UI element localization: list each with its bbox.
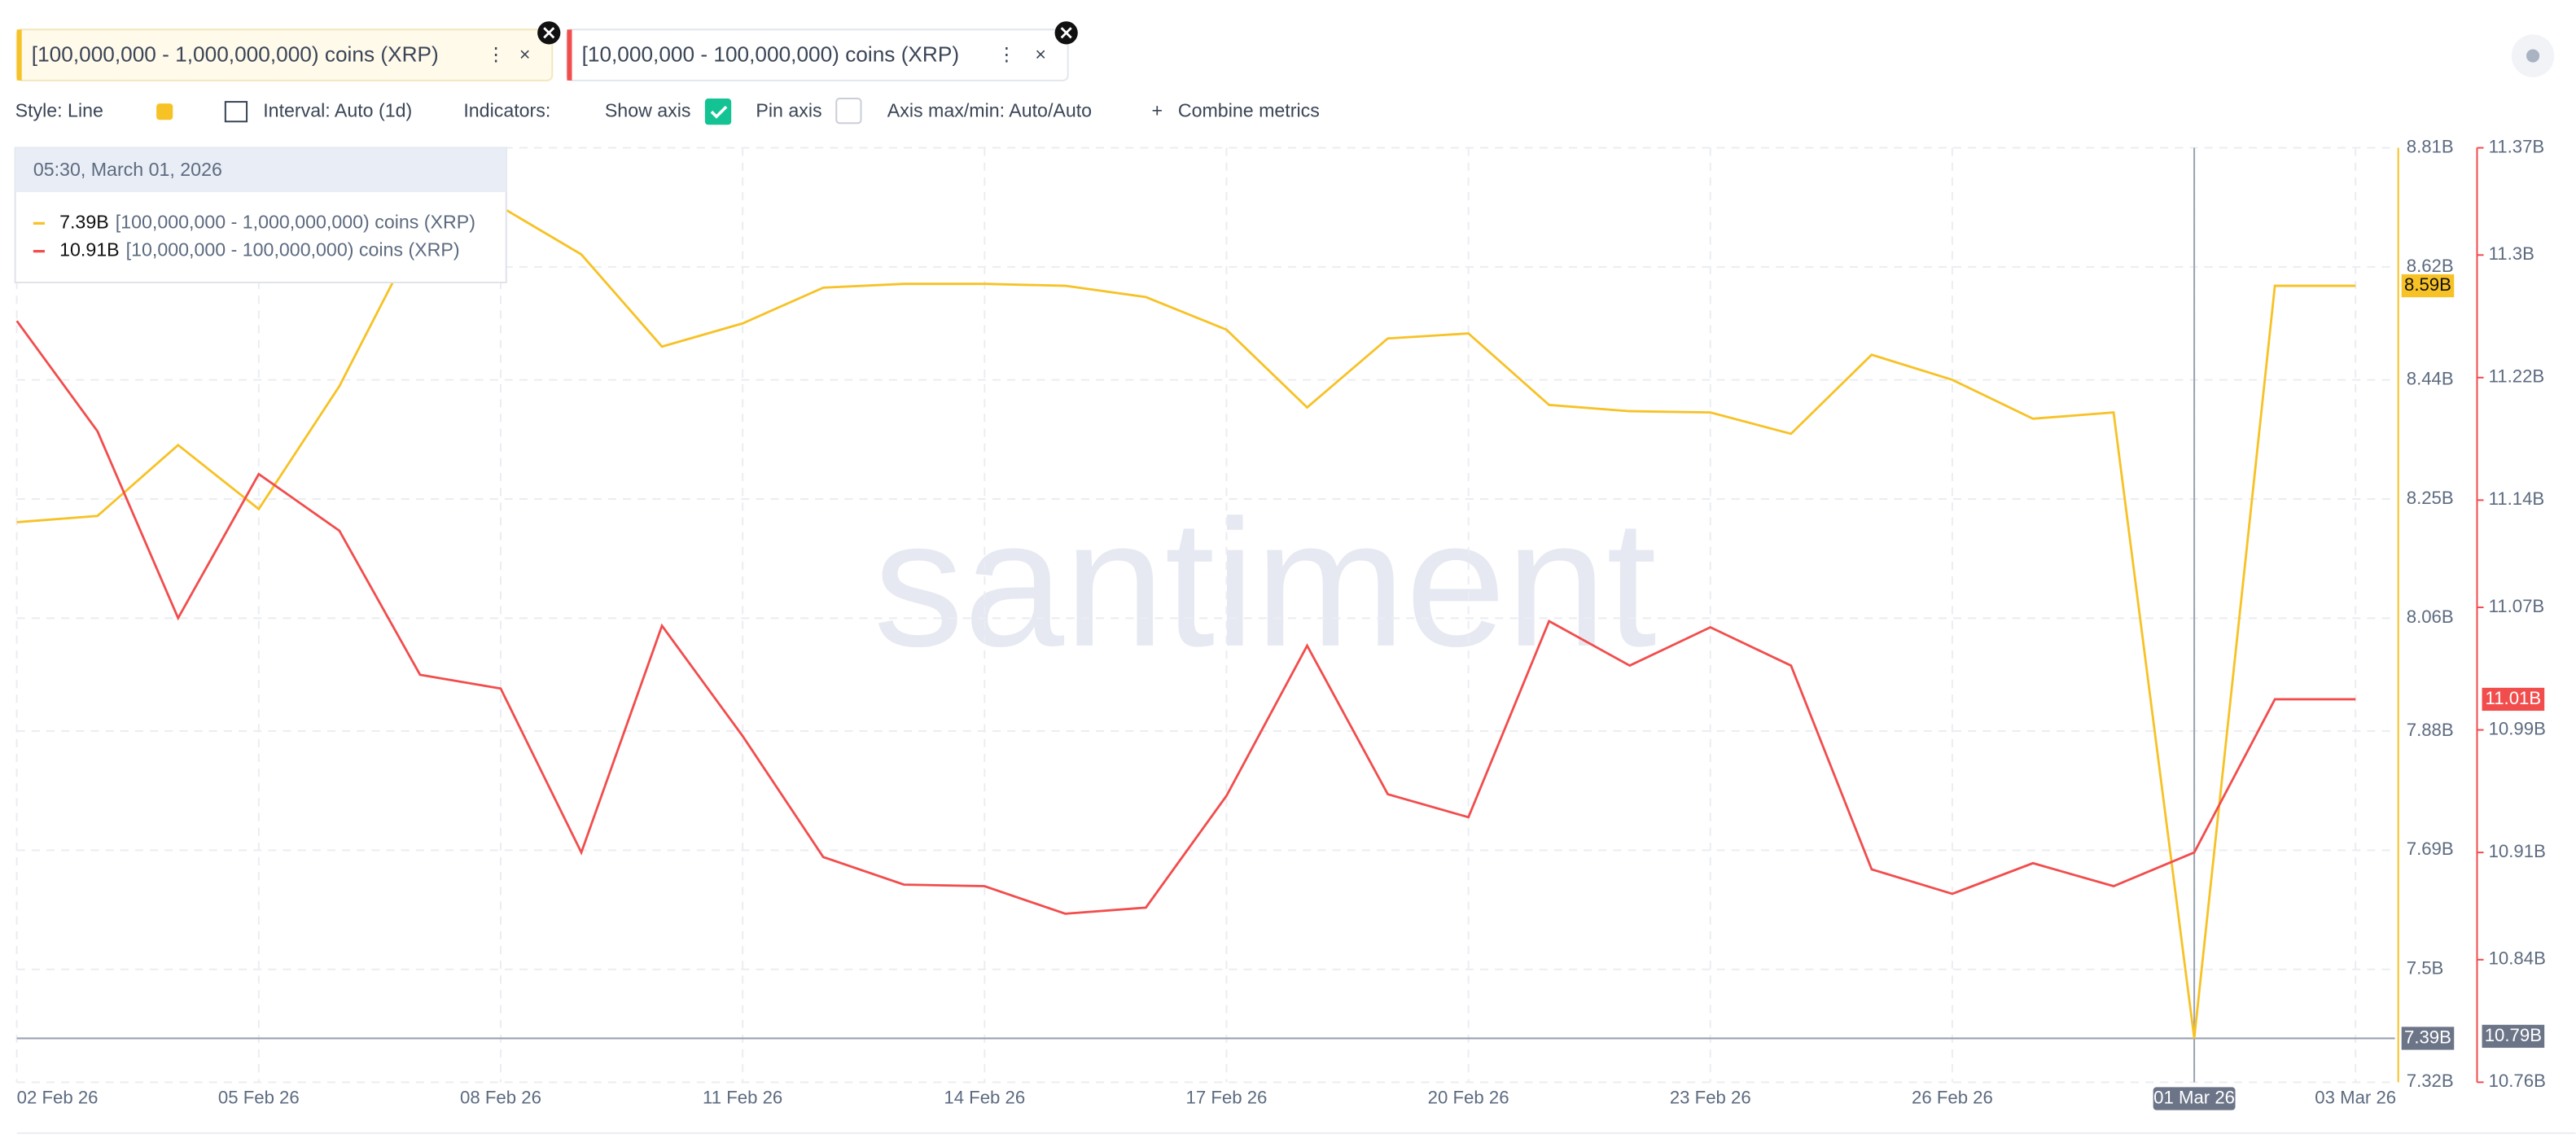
y2-tick-label: 11.07B [2489, 596, 2545, 616]
toolbar: Style: Line Interval: Auto (1d) Indicato… [15, 98, 1320, 125]
chip-menu[interactable]: ⋮ [487, 44, 506, 65]
close-icon [1060, 27, 1072, 39]
tooltip: 05:30, March 01, 2026 7.39B [100,000,000 … [14, 147, 507, 283]
show-axis-checkbox[interactable] [704, 99, 732, 125]
tooltip-header [15, 147, 506, 193]
tooltip-series-name: [10,000,000 - 100,000,000) coins (XRP) [126, 239, 460, 261]
chip-menu[interactable]: ⋮ [997, 44, 1016, 65]
indicators-select[interactable]: Indicators: [463, 99, 550, 120]
x-tick-label: 14 Feb 26 [944, 1087, 1025, 1107]
y2-tick-label: 11.22B [2489, 366, 2545, 387]
y-tick-label: 7.5B [2407, 958, 2444, 979]
crosshair-badge [2482, 1024, 2545, 1049]
x-tick-label: 26 Feb 26 [1912, 1087, 1993, 1107]
chip-label: [100,000,000 - 1,000,000,000) coins (XRP… [32, 42, 439, 67]
x-tick-label: 08 Feb 26 [460, 1087, 541, 1107]
y-tick-label: 7.88B [2407, 720, 2454, 740]
y2-tick-label: 10.76B [2489, 1071, 2546, 1091]
chip-color [16, 29, 22, 81]
y-tick-label: 8.25B [2407, 488, 2454, 508]
color-picker[interactable] [156, 103, 173, 120]
chip-remove[interactable]: × [519, 44, 531, 65]
last-value-label: 8.59B [2404, 274, 2451, 295]
y-tick-label: 8.06B [2407, 607, 2454, 627]
chip-label: [10,000,000 - 100,000,000) coins (XRP) [582, 42, 960, 67]
y-tick-label: 7.32B [2407, 1071, 2454, 1091]
crosshair-y2-label: 10.79B [2485, 1025, 2542, 1045]
crosshair-badge [2401, 1027, 2455, 1050]
axis-minmax[interactable]: Axis max/min: Auto/Auto [887, 99, 1092, 120]
plus: + [1152, 99, 1163, 120]
pin-axis-label: Pin axis [756, 99, 821, 120]
watermark: santiment [874, 483, 1657, 685]
tooltip-row: 10.91B [10,000,000 - 100,000,000) coins (… [59, 239, 459, 261]
y-tick-label: 8.44B [2407, 368, 2454, 388]
show-axis-label: Show axis [605, 99, 691, 120]
tooltip-series-name: [100,000,000 - 1,000,000,000) coins (XRP… [116, 211, 475, 232]
y2-tick-label: 11.14B [2489, 488, 2545, 509]
settings-dot [2526, 49, 2540, 63]
y-tick-label: 7.69B [2407, 839, 2454, 859]
series-line [15, 320, 2356, 915]
close-icon [543, 27, 555, 39]
x-tick-label: 03 Mar 26 [2315, 1087, 2396, 1107]
y-tick-label: 8.81B [2407, 136, 2454, 156]
metric-chips: [100,000,000 - 1,000,000,000) coins (XRP… [15, 21, 2555, 81]
x-tick-label: 11 Feb 26 [703, 1087, 782, 1107]
interval-icon [224, 101, 248, 123]
last-value-badge [2482, 687, 2545, 712]
combine-metrics[interactable]: Combine metrics [1178, 99, 1320, 120]
tooltip-row: 7.39B [100,000,000 - 1,000,000,000) coins… [59, 211, 475, 232]
y2-tick-label: 10.99B [2489, 718, 2546, 738]
x-tick-label: 01 Mar 26 [2153, 1087, 2235, 1107]
chip-remove[interactable]: × [1035, 44, 1046, 65]
y2-tick-label: 11.3B [2489, 243, 2534, 264]
pin-axis-checkbox[interactable] [835, 98, 862, 125]
y-tick-label: 8.62B [2407, 256, 2454, 276]
last-value-label: 11.01B [2486, 688, 2542, 708]
interval-select[interactable]: Interval: Auto (1d) [263, 99, 412, 120]
chip-color [567, 29, 572, 81]
x-highlight [2153, 1087, 2236, 1110]
check [710, 105, 728, 119]
tooltip-value: 7.39B [59, 211, 109, 232]
crosshair-y-label: 7.39B [2404, 1027, 2451, 1047]
x-tick-label: 02 Feb 26 [17, 1087, 99, 1107]
y2-tick-label: 10.91B [2489, 841, 2546, 861]
x-tick-label: 23 Feb 26 [1670, 1087, 1751, 1107]
style-select[interactable]: Style: Line [15, 99, 103, 120]
y2-tick-label: 11.37B [2489, 136, 2545, 156]
last-value-badge [2401, 274, 2455, 298]
tooltip-title: 05:30, March 01, 2026 [33, 159, 222, 180]
y2-tick-label: 10.84B [2489, 948, 2546, 969]
x-tick-label: 17 Feb 26 [1186, 1087, 1268, 1107]
x-tick-label: 20 Feb 26 [1428, 1087, 1509, 1107]
x-tick-label: 05 Feb 26 [218, 1087, 300, 1107]
tooltip-value: 10.91B [59, 239, 120, 261]
